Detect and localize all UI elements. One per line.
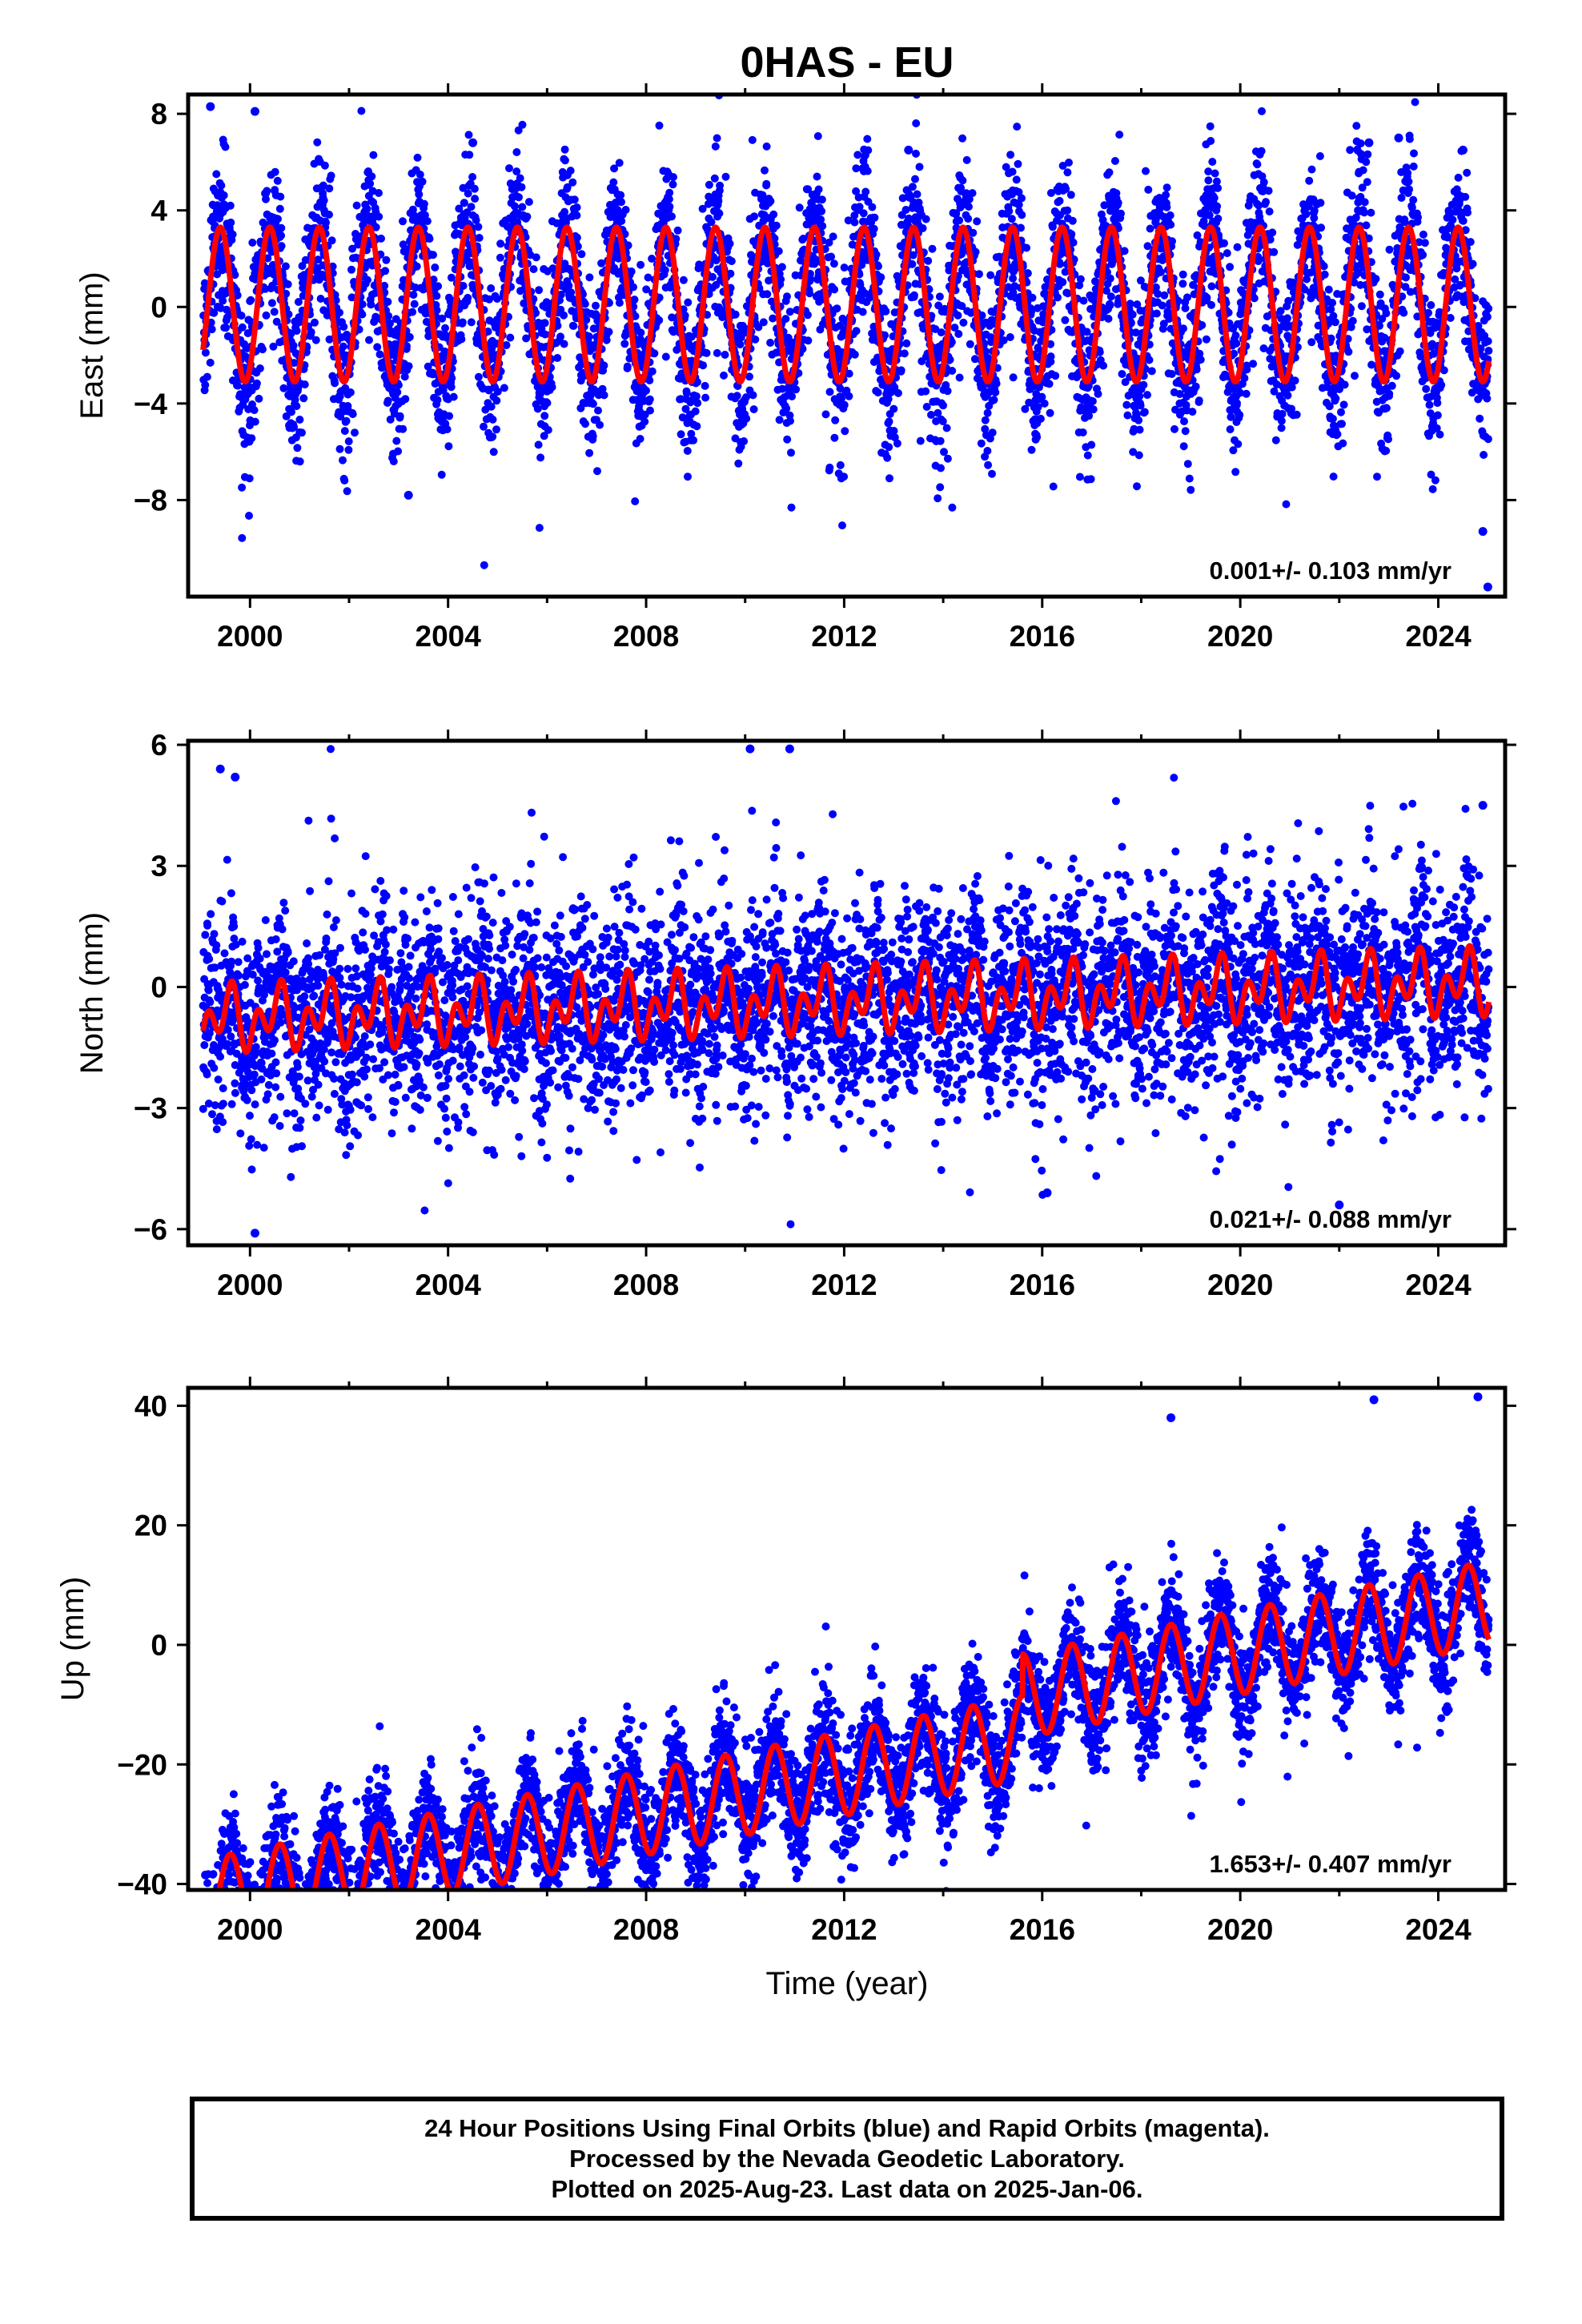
east-data-point-6 (1395, 134, 1403, 143)
north-data-points (199, 714, 1493, 1274)
north-data-point-4 (785, 745, 794, 754)
north-rate-annotation: 0.021+/- 0.088 mm/yr (1210, 1205, 1452, 1233)
east-data-point-8 (1479, 527, 1488, 536)
east-data-point-5 (1364, 139, 1373, 147)
x-tick-label: 2004 (416, 1269, 482, 1301)
chart-title: 0HAS - EU (740, 38, 954, 86)
x-tick-label: 2012 (811, 1269, 877, 1301)
x-axis-label: Time (year) (766, 1966, 929, 2001)
x-tick-label: 2000 (217, 620, 283, 653)
x-tick-label: 2008 (613, 1269, 679, 1301)
footer-line-2: Processed by the Nevada Geodetic Laborat… (569, 2144, 1125, 2174)
footer-box: 24 Hour Positions Using Final Orbits (bl… (190, 2097, 1504, 2221)
north-data-point-7 (1042, 1188, 1051, 1197)
north-point-cloud (199, 714, 1493, 1274)
x-tick-label: 2016 (1010, 1269, 1075, 1301)
x-tick-label: 2012 (811, 620, 877, 653)
up-data-point-3 (994, 1796, 1002, 1805)
east-data-point-2 (404, 491, 413, 500)
x-tick-label: 2008 (613, 1913, 679, 1946)
x-tick-label: 2020 (1207, 1269, 1273, 1301)
x-tick-label: 2016 (1010, 1913, 1075, 1946)
up-data-point-0 (201, 1871, 210, 1880)
up-data-point-5 (1473, 1393, 1482, 1401)
x-tick-label: 2012 (811, 1913, 877, 1946)
east-data-point-0 (206, 103, 215, 111)
footer-line-3: Plotted on 2025-Aug-23. Last data on 202… (551, 2174, 1142, 2205)
east-data-point-1 (251, 107, 259, 116)
north-y-axis-label: North (mm) (74, 912, 110, 1074)
x-tick-label: 2020 (1207, 1913, 1273, 1946)
east-data-point-3 (468, 139, 477, 147)
x-tick-label: 2024 (1405, 1269, 1472, 1301)
y-tick-label: −8 (134, 484, 167, 517)
y-tick-label: 0 (151, 291, 167, 324)
north-data-point-6 (1479, 801, 1488, 810)
y-tick-label: −20 (117, 1748, 167, 1781)
y-tick-label: −3 (134, 1092, 167, 1125)
x-tick-label: 2016 (1010, 620, 1075, 653)
north-data-point-0 (216, 765, 225, 774)
y-tick-label: −4 (134, 388, 168, 420)
east-rate-annotation: 0.001+/- 0.103 mm/yr (1210, 557, 1452, 585)
y-tick-label: 40 (135, 1389, 167, 1422)
x-tick-label: 2024 (1405, 620, 1472, 653)
y-tick-label: 0 (151, 971, 167, 1003)
up-data-point-4 (1370, 1395, 1379, 1404)
east-point-cloud (199, 80, 1492, 569)
up-data-point-6 (1166, 1413, 1175, 1422)
y-tick-label: −6 (134, 1213, 167, 1246)
y-tick-label: 3 (151, 850, 167, 883)
x-tick-label: 2004 (416, 1913, 482, 1946)
y-tick-label: 4 (151, 195, 167, 227)
y-tick-label: 6 (151, 729, 167, 762)
x-tick-label: 2000 (217, 1269, 283, 1301)
up-rate-annotation: 1.653+/- 0.407 mm/yr (1210, 1850, 1452, 1878)
y-tick-label: 20 (135, 1510, 167, 1542)
north-data-point-3 (745, 745, 754, 754)
y-tick-label: 8 (151, 98, 167, 131)
up-y-axis-label: Up (mm) (55, 1577, 90, 1702)
x-tick-label: 2004 (416, 620, 482, 653)
east-data-point-9 (1484, 582, 1492, 591)
x-tick-label: 2020 (1207, 620, 1273, 653)
up-model-line (203, 1566, 1489, 1943)
y-tick-label: −40 (117, 1868, 167, 1901)
panel-north: 2000 2004 2008 2012 2016 2020 2024 6 3 0 −3 −6 North… (74, 714, 1516, 1301)
east-data-point-7 (1459, 146, 1468, 155)
footer-line-1: 24 Hour Positions Using Final Orbits (bl… (424, 2113, 1270, 2144)
panel-east: 2000 2004 2008 2012 2016 2020 2024 8 4 0 −4 −8 East … (74, 80, 1516, 653)
x-tick-label: 2000 (217, 1913, 283, 1946)
x-tick-label: 2008 (613, 620, 679, 653)
north-data-point-1 (231, 773, 239, 782)
x-tick-label: 2024 (1405, 1913, 1472, 1946)
east-data-point-4 (904, 146, 913, 155)
north-data-point-2 (251, 1228, 259, 1237)
east-y-axis-label: East (mm) (74, 271, 110, 419)
y-tick-label: 0 (151, 1629, 167, 1662)
